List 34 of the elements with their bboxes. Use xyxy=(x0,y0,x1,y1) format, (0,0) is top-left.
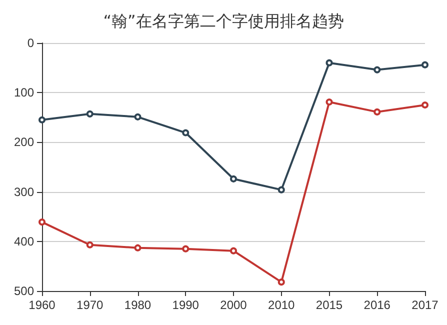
x-tick-label: 1960 xyxy=(28,298,56,312)
point xyxy=(278,186,285,194)
point xyxy=(278,278,285,286)
point xyxy=(374,108,381,116)
y-tick-label: 100 xyxy=(14,86,34,100)
point xyxy=(86,110,94,118)
x-tick-label: 2000 xyxy=(220,298,248,312)
point xyxy=(182,245,190,252)
point xyxy=(374,66,381,74)
chart-title: “翰”在名字第二个字使用排名趋势 xyxy=(103,12,344,30)
point xyxy=(86,241,94,248)
point xyxy=(38,218,46,226)
y-tick-label: 0 xyxy=(27,36,34,50)
point xyxy=(326,98,333,106)
x-tick-label: 2017 xyxy=(412,298,439,312)
point xyxy=(134,244,142,252)
point xyxy=(38,116,46,124)
point xyxy=(230,247,237,254)
x-tick-label: 1980 xyxy=(124,298,152,312)
x-tick-label: 2016 xyxy=(364,298,391,312)
point xyxy=(326,59,333,66)
x-tick-label: 2015 xyxy=(316,298,343,312)
point xyxy=(134,113,142,120)
y-tick-label: 400 xyxy=(14,234,34,248)
y-tick-label: 300 xyxy=(14,184,34,199)
point xyxy=(230,175,237,182)
point xyxy=(422,102,428,108)
x-tick-label: 2010 xyxy=(268,298,296,312)
y-tick-label: 200 xyxy=(14,135,34,150)
x-tick-label: 1970 xyxy=(76,298,104,312)
point xyxy=(182,129,190,136)
y-tick-label: 500 xyxy=(14,284,34,298)
x-tick-label: 1990 xyxy=(172,298,200,312)
point xyxy=(422,61,428,68)
